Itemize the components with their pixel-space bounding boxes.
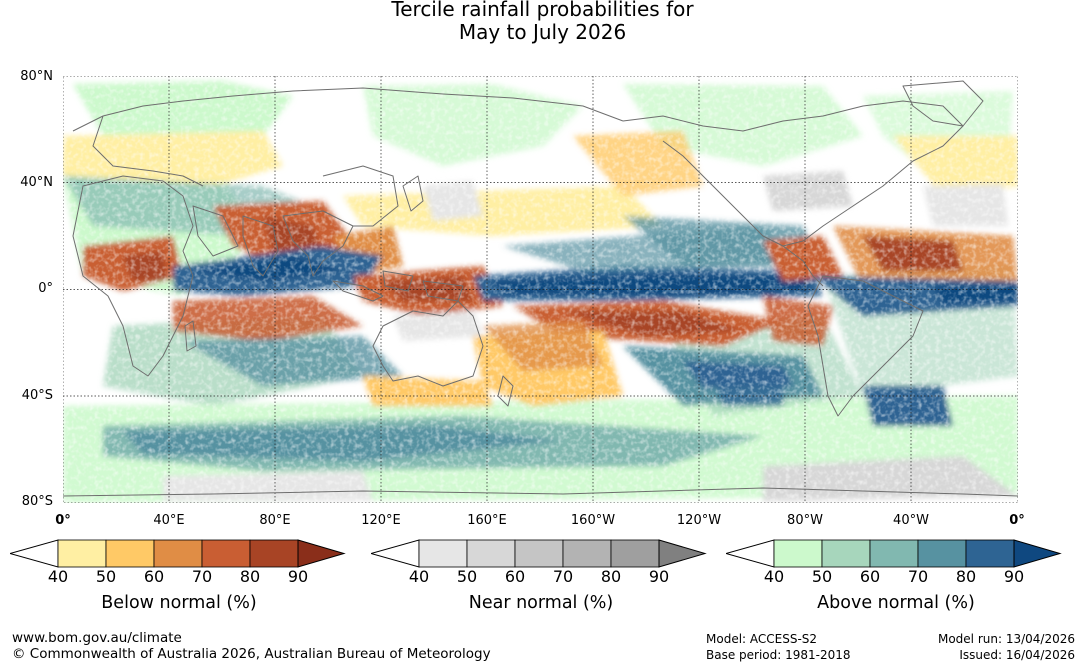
map-title-line1: Tercile rainfall probabilities for — [391, 0, 694, 21]
footer-base-period: Base period: 1981-2018 — [706, 648, 851, 662]
above-tick-label: 70 — [907, 567, 929, 586]
lat-label-80n: 80°N — [20, 69, 53, 84]
near-tick-label: 90 — [648, 567, 670, 586]
footer-model: Model: ACCESS-S2 — [706, 632, 818, 646]
near-tick-label: 60 — [504, 567, 526, 586]
below-tick-label: 80 — [239, 567, 261, 586]
legend-title-below: Below normal (%) — [101, 593, 257, 613]
below-tick-label: 90 — [287, 567, 309, 586]
above-colorbar-segment — [821, 539, 871, 568]
lon-label-80w: 80°W — [787, 513, 823, 528]
above-colorbar-segment — [869, 539, 919, 568]
below-colorbar-segment — [201, 539, 251, 568]
colorbar-near-normal — [371, 539, 707, 568]
lat-label-equator: 0° — [38, 281, 53, 296]
near-colorbar-segment — [418, 539, 468, 568]
lon-label-0-right: 0° — [1009, 513, 1025, 528]
below-colorbar-extend-high — [297, 539, 346, 568]
graticule — [63, 76, 1018, 503]
rainfall-probability-map — [63, 76, 1018, 503]
near-tick-label: 40 — [408, 567, 430, 586]
map-canvas — [63, 76, 1018, 503]
footer-copyright: © Commonwealth of Australia 2026, Austra… — [12, 646, 491, 662]
colorbar-below-normal — [10, 539, 346, 568]
above-tick-label: 40 — [763, 567, 785, 586]
footer-url: www.bom.gov.au/climate — [12, 630, 182, 646]
map-title-line2: May to July 2026 — [458, 20, 627, 44]
above-colorbar-extend-low — [726, 539, 775, 568]
colorbar-above-normal — [726, 539, 1062, 568]
footer-issued: Issued: 16/04/2026 — [959, 648, 1075, 662]
above-colorbar-segment — [965, 539, 1015, 568]
lon-label-120e: 120°E — [361, 513, 401, 528]
near-colorbar-extend-low — [371, 539, 420, 568]
lon-label-80e: 80°E — [259, 513, 291, 528]
near-colorbar-segment — [610, 539, 660, 568]
lon-label-120w: 120°W — [676, 513, 722, 528]
lon-label-40w: 40°W — [893, 513, 929, 528]
lon-label-160e: 160°E — [467, 513, 507, 528]
below-tick-label: 50 — [95, 567, 117, 586]
lat-label-80s: 80°S — [21, 494, 53, 509]
below-colorbar-segment — [153, 539, 203, 568]
near-colorbar-segment — [514, 539, 564, 568]
near-tick-label: 50 — [456, 567, 478, 586]
above-colorbar-segment — [773, 539, 823, 568]
below-colorbar-segment — [249, 539, 299, 568]
above-colorbar-extend-high — [1013, 539, 1062, 568]
legend-title-above: Above normal (%) — [817, 593, 975, 613]
footer-model-run: Model run: 13/04/2026 — [937, 632, 1075, 646]
near-colorbar-segment — [562, 539, 612, 568]
below-colorbar-extend-low — [10, 539, 59, 568]
above-tick-label: 50 — [811, 567, 833, 586]
above-tick-label: 80 — [955, 567, 977, 586]
lon-label-40e: 40°E — [153, 513, 185, 528]
near-tick-label: 80 — [600, 567, 622, 586]
below-tick-label: 70 — [191, 567, 213, 586]
below-tick-label: 60 — [143, 567, 165, 586]
near-colorbar-segment — [466, 539, 516, 568]
coastlines — [63, 80, 1018, 497]
lon-label-0-left: 0° — [55, 513, 71, 528]
lat-label-40n: 40°N — [20, 175, 53, 190]
near-tick-label: 70 — [552, 567, 574, 586]
lon-label-160w: 160°W — [570, 513, 616, 528]
below-colorbar-segment — [105, 539, 155, 568]
below-tick-label: 40 — [47, 567, 69, 586]
above-colorbar-segment — [917, 539, 967, 568]
legend-title-near: Near normal (%) — [468, 593, 614, 613]
below-colorbar-segment — [57, 539, 107, 568]
above-tick-label: 60 — [859, 567, 881, 586]
near-colorbar-extend-high — [658, 539, 707, 568]
lat-label-40s: 40°S — [21, 388, 53, 403]
above-tick-label: 90 — [1003, 567, 1025, 586]
